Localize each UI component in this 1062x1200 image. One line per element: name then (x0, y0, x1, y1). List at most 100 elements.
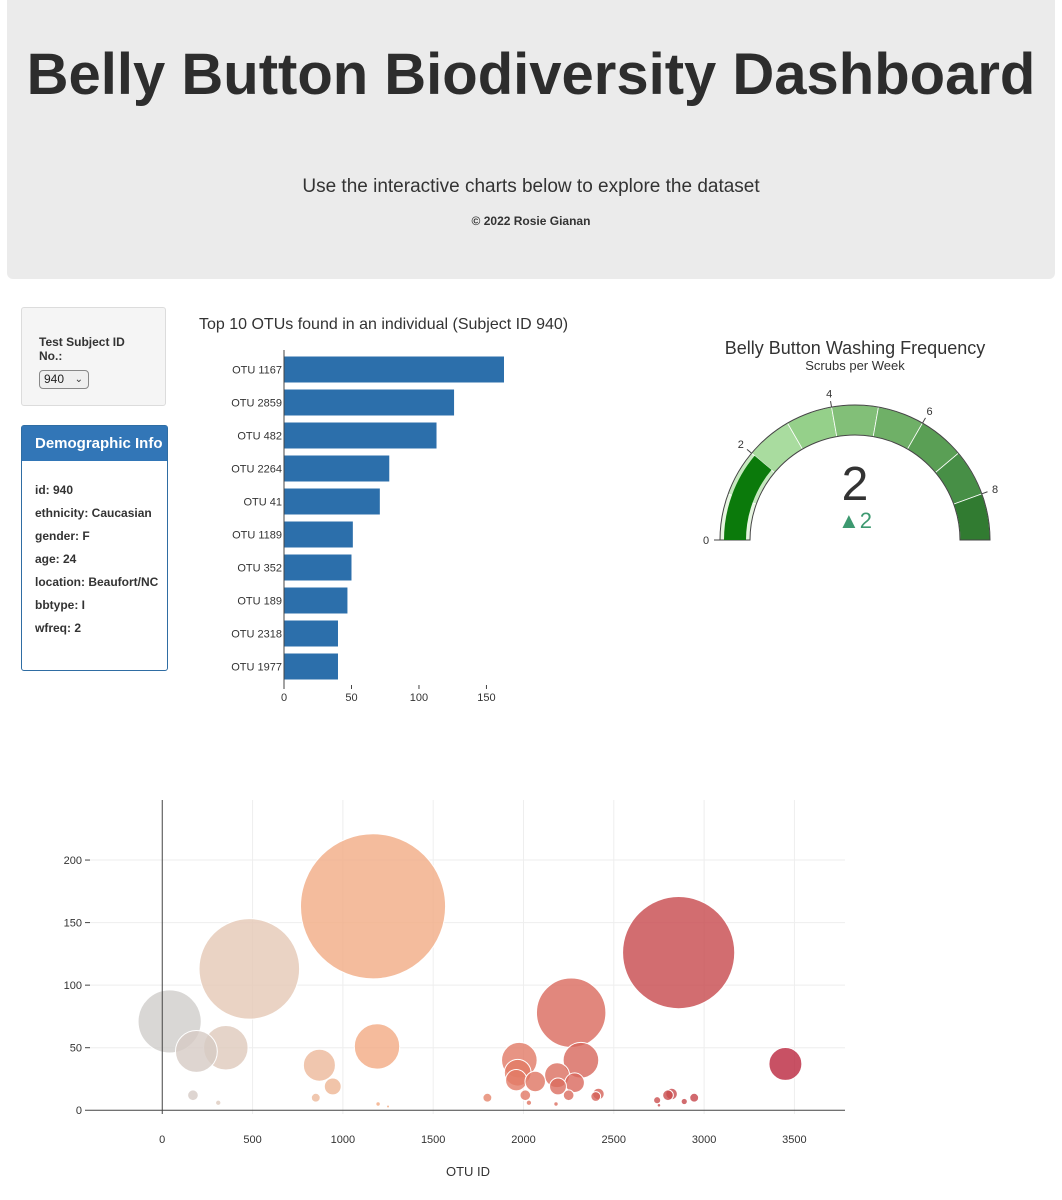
bubble-x-tick-label: 3000 (692, 1134, 716, 1146)
bar[interactable] (284, 455, 390, 482)
bubble-x-tick-label: 2500 (602, 1134, 626, 1146)
bar[interactable] (284, 521, 353, 548)
bubble-point[interactable] (519, 1089, 532, 1102)
bar-category-label: OTU 2859 (231, 398, 282, 410)
bar[interactable] (284, 587, 348, 614)
bar-x-tick-label: 100 (410, 692, 428, 704)
bubble-point[interactable] (505, 1069, 528, 1092)
gauge-tick-mark (830, 401, 833, 408)
demographic-row-id: id: 940 (35, 483, 74, 497)
bubble-y-tick-label: 100 (64, 980, 82, 992)
bubble-point[interactable] (535, 977, 607, 1048)
gauge-title: Belly Button Washing Frequency (725, 338, 985, 358)
gauge-tick-label: 0 (703, 535, 709, 547)
bubble-y-tick-label: 0 (76, 1105, 82, 1117)
bubble-point[interactable] (310, 1092, 321, 1103)
demographic-row-location: location: Beaufort/NC (35, 575, 159, 589)
demographic-row-bbtype: bbtype: I (35, 598, 85, 612)
bubble-x-tick-label: 1500 (421, 1134, 445, 1146)
bubble-point[interactable] (525, 1099, 533, 1106)
bubble-point[interactable] (215, 1099, 222, 1106)
demographic-info-panel: Demographic Info id: 940 ethnicity: Cauc… (21, 425, 168, 671)
bubble-point[interactable] (482, 1092, 493, 1103)
bubble-point[interactable] (174, 1030, 218, 1073)
chevron-down-icon: ⌄ (74, 374, 83, 385)
copyright-text: © 2022 Rosie Gianan (471, 214, 591, 228)
gauge-delta: ▲2 (838, 508, 872, 533)
subject-selector-label: Test Subject ID No.: (39, 335, 125, 363)
bar[interactable] (284, 653, 338, 680)
bar-category-label: OTU 1189 (232, 530, 282, 542)
bubble-point[interactable] (187, 1089, 199, 1102)
top-otu-bar-chart[interactable]: Top 10 OTUs found in an individual (Subj… (190, 305, 630, 705)
bubble-y-tick-label: 50 (70, 1043, 82, 1055)
bubble-point[interactable] (689, 1092, 700, 1103)
gauge-tick-mark (922, 417, 926, 424)
bubble-y-tick-label: 200 (64, 855, 82, 867)
bar-x-tick-label: 150 (477, 692, 495, 704)
bubble-point[interactable] (198, 918, 301, 1020)
bubble-point[interactable] (768, 1046, 803, 1081)
bubble-point[interactable] (524, 1070, 546, 1093)
bubble-point[interactable] (590, 1091, 602, 1102)
bubble-point[interactable] (662, 1089, 674, 1102)
page-title: Belly Button Biodiversity Dashboard (26, 42, 1036, 107)
demographic-row-gender: gender: F (35, 529, 90, 543)
bubble-point[interactable] (323, 1077, 342, 1096)
bubble-y-tick-label: 150 (64, 918, 82, 930)
gauge-step-band (831, 404, 879, 438)
bubble-x-tick-label: 2000 (511, 1134, 535, 1146)
bubble-point[interactable] (375, 1101, 381, 1107)
subject-selector-panel: Test Subject ID No.: 940 ⌄ (21, 307, 166, 406)
gauge-tick-label: 6 (926, 406, 932, 418)
bar-category-label: OTU 41 (243, 497, 282, 509)
bar-category-label: OTU 1167 (232, 365, 282, 377)
gauge-tick-mark (746, 448, 752, 454)
bubble-x-tick-label: 1000 (331, 1134, 355, 1146)
bar-x-tick-label: 50 (345, 692, 357, 704)
bar-category-label: OTU 352 (237, 563, 282, 575)
gauge-value-bar (724, 455, 772, 540)
subject-id-dropdown[interactable]: 940 ⌄ (39, 370, 89, 389)
demographic-row-age: age: 24 (35, 552, 77, 566)
bar[interactable] (284, 356, 504, 383)
bar[interactable] (284, 620, 338, 647)
bubble-x-tick-label: 3500 (782, 1134, 806, 1146)
gauge-outline (719, 404, 991, 541)
bubble-x-axis-label: OTU ID (446, 1164, 490, 1179)
bubble-point[interactable] (622, 896, 736, 1010)
bar-chart-title: Top 10 OTUs found in an individual (Subj… (199, 316, 568, 333)
otu-bubble-chart[interactable]: 0 500 1000 1500 2000 2500 3000 3500 0 50 100 150 200… (0, 780, 1062, 1190)
demographic-row-wfreq: wfreq: 2 (35, 621, 82, 635)
bubble-point[interactable] (653, 1096, 662, 1105)
bubble-point[interactable] (562, 1089, 575, 1102)
bubble-point[interactable] (386, 1104, 391, 1109)
demographic-info-list: id: 940 ethnicity: Caucasian gender: F a… (35, 483, 163, 644)
bubble-x-tick-label: 500 (243, 1134, 261, 1146)
bar-x-tick-label: 0 (281, 692, 287, 704)
bar-category-label: OTU 189 (237, 596, 282, 608)
gauge-tick-label: 4 (826, 388, 832, 400)
bar[interactable] (284, 554, 352, 581)
bar[interactable] (284, 389, 455, 416)
bubble-point[interactable] (353, 1023, 401, 1070)
subject-id-selected-value: 940 (44, 372, 65, 386)
bubble-point[interactable] (302, 1048, 336, 1082)
bar[interactable] (284, 488, 380, 515)
bubble-point[interactable] (656, 1102, 662, 1108)
bubble-point[interactable] (553, 1101, 559, 1107)
bar[interactable] (284, 422, 437, 449)
bubble-point[interactable] (299, 833, 447, 980)
header-jumbotron: Belly Button Biodiversity Dashboard Use … (7, 0, 1055, 279)
gauge-subtitle: Scrubs per Week (805, 358, 905, 373)
bubble-point[interactable] (549, 1077, 567, 1096)
demographic-row-ethnicity: ethnicity: Caucasian (35, 506, 152, 520)
page-subtitle: Use the interactive charts below to expl… (302, 176, 760, 197)
bar-category-label: OTU 2318 (231, 629, 282, 641)
gauge-tick-mark (981, 491, 988, 495)
bar-category-label: OTU 2264 (231, 464, 282, 476)
bubble-point[interactable] (680, 1097, 688, 1106)
gauge-tick-label: 2 (738, 439, 744, 451)
gauge-value-number: 2 (842, 458, 869, 511)
